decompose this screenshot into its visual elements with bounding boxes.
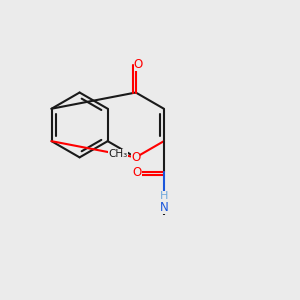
Text: H: H — [160, 191, 168, 201]
Text: N: N — [160, 201, 168, 214]
Text: O: O — [134, 58, 143, 71]
Text: O: O — [133, 166, 142, 179]
Text: CH₃: CH₃ — [108, 149, 128, 159]
Text: O: O — [131, 151, 140, 164]
